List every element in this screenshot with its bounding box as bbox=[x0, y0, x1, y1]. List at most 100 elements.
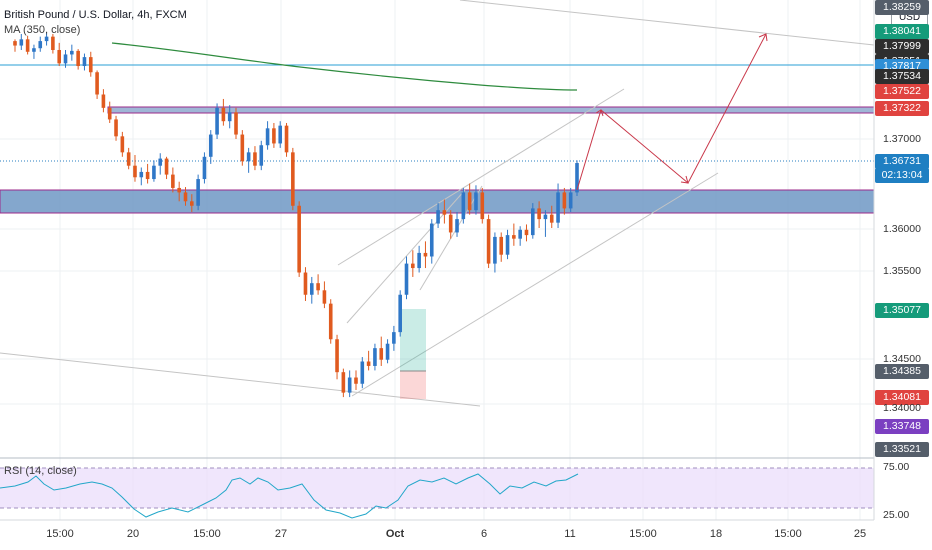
candle[interactable] bbox=[556, 183, 560, 229]
candle[interactable] bbox=[398, 290, 402, 337]
candle[interactable] bbox=[411, 250, 415, 277]
candle[interactable] bbox=[246, 147, 251, 173]
candle[interactable] bbox=[499, 232, 504, 262]
candle[interactable] bbox=[524, 224, 529, 242]
candle[interactable] bbox=[429, 219, 434, 264]
candle[interactable] bbox=[493, 232, 497, 273]
candle[interactable] bbox=[303, 267, 308, 301]
candle[interactable] bbox=[190, 194, 194, 212]
candle[interactable] bbox=[76, 49, 80, 70]
candle[interactable] bbox=[322, 281, 327, 309]
candle[interactable] bbox=[177, 181, 181, 202]
candle[interactable] bbox=[347, 370, 352, 398]
candle[interactable] bbox=[70, 44, 74, 61]
candle[interactable] bbox=[253, 146, 257, 171]
candle[interactable] bbox=[530, 203, 535, 239]
candle[interactable] bbox=[518, 226, 522, 246]
moving-average-line[interactable] bbox=[111, 42, 578, 91]
candle[interactable] bbox=[171, 167, 175, 193]
candle[interactable] bbox=[379, 336, 384, 366]
candle[interactable] bbox=[44, 32, 49, 46]
rsi-indicator-label[interactable]: RSI (14, close) bbox=[4, 465, 77, 477]
candle[interactable] bbox=[575, 160, 579, 196]
candle[interactable] bbox=[505, 229, 510, 260]
candle[interactable] bbox=[82, 53, 87, 71]
candle[interactable] bbox=[88, 51, 93, 77]
candle[interactable] bbox=[63, 50, 68, 68]
candle[interactable] bbox=[297, 201, 301, 277]
candle[interactable] bbox=[202, 152, 207, 184]
candle[interactable] bbox=[208, 130, 213, 164]
candle[interactable] bbox=[133, 155, 137, 182]
candle[interactable] bbox=[455, 211, 459, 237]
chart-title[interactable]: British Pound / U.S. Dollar, 4h, FXCM bbox=[4, 9, 187, 21]
candle[interactable] bbox=[107, 101, 112, 123]
candle[interactable] bbox=[32, 44, 36, 59]
candle[interactable] bbox=[335, 334, 339, 380]
candle[interactable] bbox=[562, 187, 567, 215]
candle[interactable] bbox=[139, 167, 144, 186]
candle[interactable] bbox=[145, 163, 150, 184]
candle[interactable] bbox=[51, 33, 55, 54]
candle[interactable] bbox=[215, 103, 219, 139]
candle[interactable] bbox=[568, 187, 573, 212]
candle[interactable] bbox=[278, 121, 283, 148]
candle[interactable] bbox=[486, 214, 491, 269]
candle[interactable] bbox=[101, 89, 106, 113]
candle[interactable] bbox=[341, 368, 346, 398]
candle[interactable] bbox=[183, 187, 188, 206]
candle[interactable] bbox=[537, 201, 541, 228]
candle[interactable] bbox=[265, 121, 270, 150]
candle[interactable] bbox=[404, 256, 409, 300]
rsi-pane[interactable] bbox=[0, 457, 874, 519]
candle[interactable] bbox=[385, 339, 390, 364]
candle[interactable] bbox=[467, 183, 472, 215]
candle[interactable] bbox=[196, 174, 200, 211]
candle[interactable] bbox=[512, 223, 516, 246]
candle[interactable] bbox=[354, 370, 358, 390]
candle[interactable] bbox=[373, 343, 377, 371]
candle[interactable] bbox=[234, 107, 238, 139]
candle[interactable] bbox=[19, 33, 24, 50]
candle[interactable] bbox=[442, 199, 447, 224]
candle[interactable] bbox=[152, 160, 156, 182]
ma-indicator-label[interactable]: MA (350, close) bbox=[4, 24, 81, 36]
candle[interactable] bbox=[448, 210, 453, 239]
trend-lines[interactable] bbox=[0, 0, 875, 407]
candle[interactable] bbox=[480, 187, 485, 224]
candle[interactable] bbox=[549, 205, 554, 228]
projection-arrows[interactable] bbox=[576, 33, 768, 191]
candle[interactable] bbox=[284, 122, 289, 157]
support-zone[interactable] bbox=[0, 189, 875, 214]
candle[interactable] bbox=[309, 276, 314, 304]
candle[interactable] bbox=[114, 115, 118, 141]
candle[interactable] bbox=[259, 140, 264, 171]
candle[interactable] bbox=[436, 203, 440, 228]
candle[interactable] bbox=[158, 153, 163, 175]
candle[interactable] bbox=[316, 274, 320, 295]
candle[interactable] bbox=[417, 245, 421, 273]
candle[interactable] bbox=[95, 70, 99, 99]
candle[interactable] bbox=[25, 35, 30, 55]
candle[interactable] bbox=[366, 350, 371, 371]
candle[interactable] bbox=[543, 210, 548, 237]
candle[interactable] bbox=[240, 130, 245, 166]
candle[interactable] bbox=[291, 147, 295, 211]
candle[interactable] bbox=[38, 36, 43, 52]
candle[interactable] bbox=[120, 131, 125, 157]
position-tool[interactable] bbox=[400, 309, 426, 399]
candle[interactable] bbox=[272, 122, 276, 148]
candle[interactable] bbox=[328, 299, 333, 344]
candle[interactable] bbox=[461, 187, 466, 224]
candle[interactable] bbox=[164, 156, 169, 180]
candle[interactable] bbox=[392, 325, 396, 351]
candle[interactable] bbox=[227, 105, 232, 129]
candle[interactable] bbox=[57, 42, 62, 67]
candle[interactable] bbox=[13, 39, 17, 52]
candlestick-series[interactable] bbox=[13, 32, 579, 398]
candle[interactable] bbox=[126, 147, 131, 170]
candle[interactable] bbox=[474, 185, 478, 215]
candle[interactable] bbox=[360, 357, 365, 389]
candle[interactable] bbox=[423, 241, 428, 269]
